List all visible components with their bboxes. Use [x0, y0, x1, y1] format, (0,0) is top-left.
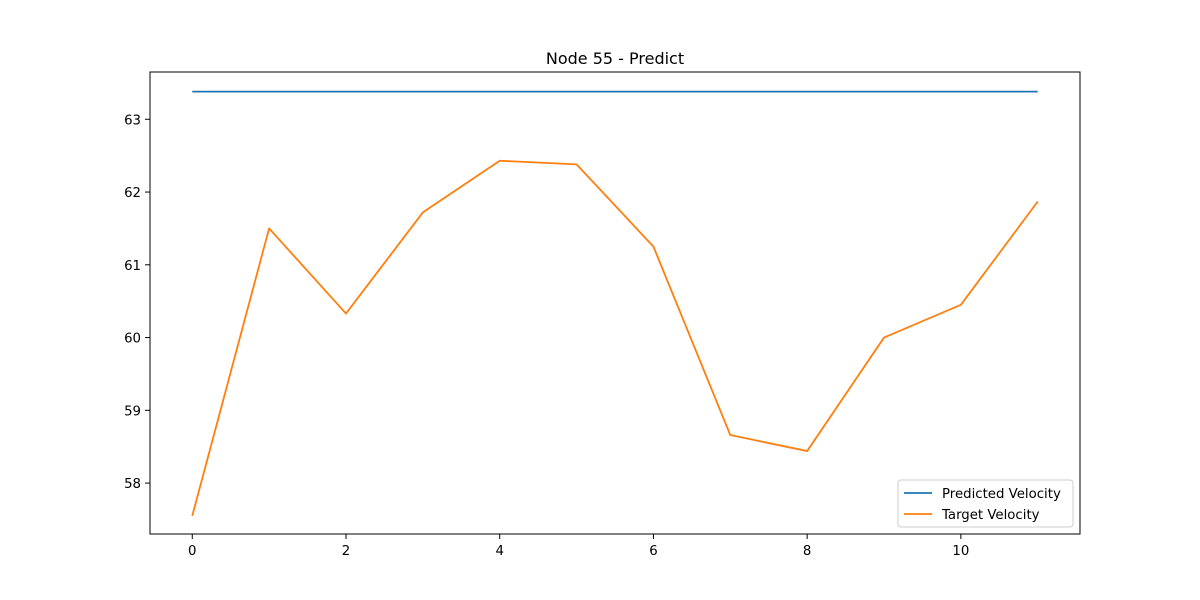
legend-box	[897, 479, 1074, 528]
y-tick-label: 61	[124, 259, 141, 274]
y-tick-label: 58	[124, 477, 141, 492]
y-tick-label: 60	[124, 332, 141, 347]
legend: Predicted Velocity Target Velocity	[897, 479, 1074, 528]
y-tick-label: 63	[124, 113, 141, 128]
x-tick-label: 8	[803, 544, 811, 559]
chart-title: Node 55 - Predict	[546, 49, 684, 68]
series-layer	[191, 90, 1039, 517]
x-tick-label: 4	[495, 544, 503, 559]
legend-label-target-velocity: Target Velocity	[941, 508, 1040, 523]
x-tick-label: 2	[342, 544, 350, 559]
x-tick-label: 10	[952, 544, 969, 559]
plot-area	[149, 71, 1081, 535]
x-axis: 0 2 4 6 8 10	[188, 534, 969, 559]
legend-label-predicted-velocity: Predicted Velocity	[942, 487, 1061, 502]
y-tick-label: 62	[124, 186, 141, 201]
axes-frame	[149, 71, 1081, 535]
y-axis: 58 59 60 61 62 63	[124, 113, 150, 492]
x-tick-label: 0	[188, 544, 196, 559]
y-tick-label: 59	[124, 404, 141, 419]
series-line-target-velocity	[191, 159, 1039, 517]
x-tick-label: 6	[649, 544, 657, 559]
